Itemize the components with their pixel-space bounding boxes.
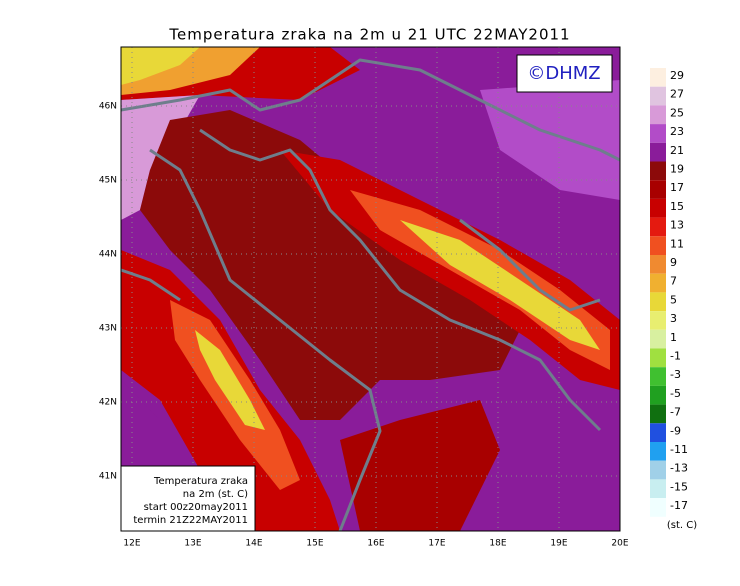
colorbar-label: -5 bbox=[670, 387, 681, 400]
colorbar-label: -13 bbox=[670, 462, 688, 475]
colorbar-unit: (st. C) bbox=[667, 520, 697, 531]
colorbar-label: -17 bbox=[670, 499, 688, 512]
lon-label: 15E bbox=[306, 539, 323, 549]
colorbar-swatch bbox=[650, 105, 666, 125]
colorbar-swatch bbox=[650, 385, 666, 405]
colorbar-swatch bbox=[650, 273, 666, 293]
colorbar-label: -15 bbox=[670, 480, 688, 493]
colorbar-swatch bbox=[650, 329, 666, 349]
info-line: Temperatura zraka bbox=[153, 476, 248, 487]
colorbar-swatch bbox=[650, 180, 666, 199]
colorbar-swatch bbox=[650, 348, 666, 368]
lat-label: 42N bbox=[99, 398, 117, 408]
colorbar-swatch bbox=[650, 367, 666, 386]
colorbar-label: 25 bbox=[670, 106, 684, 119]
coastlines bbox=[121, 58, 620, 531]
info-line: na 2m (st. C) bbox=[183, 489, 248, 500]
lon-label: 17E bbox=[428, 539, 445, 549]
info-line: start 00z20may2011 bbox=[144, 502, 248, 513]
lon-label: 20E bbox=[611, 539, 628, 549]
colorbar-swatch bbox=[650, 479, 666, 499]
colorbar-label: 15 bbox=[670, 200, 684, 213]
colorbar-label: 7 bbox=[670, 275, 677, 288]
lat-label: 44N bbox=[99, 250, 117, 260]
colorbar-swatch bbox=[650, 86, 666, 106]
lon-label: 14E bbox=[245, 539, 262, 549]
graticule bbox=[121, 47, 621, 531]
map-field bbox=[121, 47, 620, 531]
lat-label: 43N bbox=[99, 324, 117, 334]
info-line: termin 21Z22MAY2011 bbox=[133, 515, 248, 526]
colorbar-label: 21 bbox=[670, 144, 684, 157]
colorbar-label: 27 bbox=[670, 88, 684, 101]
copyright-box bbox=[516, 54, 613, 93]
colorbar-label: 17 bbox=[670, 181, 684, 194]
colorbar-label: 5 bbox=[670, 293, 677, 306]
colorbar-swatch bbox=[650, 255, 666, 274]
lon-label: 13E bbox=[184, 539, 201, 549]
info-box bbox=[120, 465, 256, 532]
colorbar-label: -9 bbox=[670, 424, 681, 437]
colorbar-label: -3 bbox=[670, 368, 681, 381]
colorbar-label: 3 bbox=[670, 312, 677, 325]
colorbar-swatch bbox=[650, 161, 666, 181]
colorbar-swatch bbox=[650, 404, 666, 424]
copyright: ©DHMZ bbox=[527, 63, 600, 84]
colorbar-swatch bbox=[650, 498, 666, 517]
lon-label: 19E bbox=[550, 539, 567, 549]
colorbar-swatch bbox=[650, 423, 666, 442]
colorbar-label: 23 bbox=[670, 125, 684, 138]
lat-label: 41N bbox=[99, 472, 117, 482]
colorbar-swatch bbox=[650, 236, 666, 255]
lat-label: 46N bbox=[99, 102, 117, 112]
colorbar-label: -1 bbox=[670, 350, 681, 363]
colorbar-swatch bbox=[650, 68, 666, 87]
colorbar-swatch bbox=[650, 124, 666, 143]
colorbar-label: 13 bbox=[670, 219, 684, 232]
colorbar-swatch bbox=[650, 442, 666, 461]
colorbar-swatch bbox=[650, 311, 666, 330]
lon-label: 16E bbox=[367, 539, 384, 549]
colorbar-label: 11 bbox=[670, 237, 684, 250]
map-frame bbox=[120, 46, 621, 532]
colorbar-swatch bbox=[650, 292, 666, 312]
colorbar-label: -11 bbox=[670, 443, 688, 456]
lon-label: 18E bbox=[489, 539, 506, 549]
title: Temperatura zraka na 2m u 21 UTC 22MAY20… bbox=[168, 26, 570, 44]
colorbar-swatch bbox=[650, 217, 666, 237]
colorbar-label: -7 bbox=[670, 406, 681, 419]
lat-label: 45N bbox=[99, 176, 117, 186]
colorbar-label: 29 bbox=[670, 69, 684, 82]
lon-label: 12E bbox=[123, 539, 140, 549]
colorbar-swatch bbox=[650, 142, 666, 162]
colorbar-swatch bbox=[650, 198, 666, 218]
colorbar-swatch bbox=[650, 460, 666, 480]
colorbar-label: 9 bbox=[670, 256, 677, 269]
colorbar-label: 19 bbox=[670, 163, 684, 176]
colorbar-label: 1 bbox=[670, 331, 677, 344]
